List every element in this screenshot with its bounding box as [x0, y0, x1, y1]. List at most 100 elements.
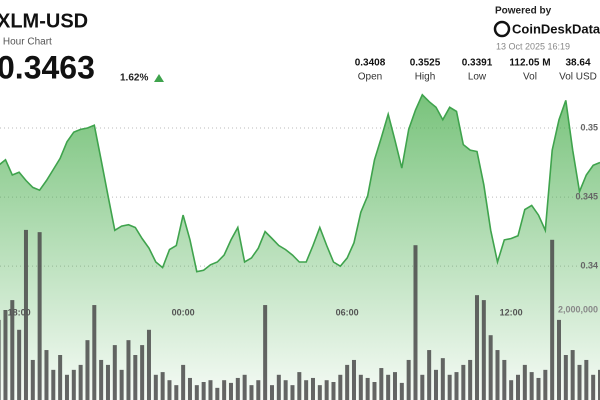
volume-bar [174, 385, 179, 400]
plot: 0.34 0.345 0.35 2,000,000 18:00 00:00 06:00 12:… [0, 93, 600, 400]
volume-bar [502, 359, 507, 400]
volume-bar [372, 382, 377, 400]
volume-bar [290, 385, 295, 400]
price-line [0, 93, 600, 273]
volume-bar [392, 372, 397, 400]
volume-bar [181, 364, 186, 400]
volume-bar [598, 369, 600, 400]
y2-tick-label: 2,000,000 [558, 304, 598, 314]
volume-bar [235, 377, 240, 400]
volume-bar [194, 385, 199, 400]
x-tick-label: 00:00 [172, 307, 195, 317]
volume-bar [119, 369, 124, 400]
volume-bar [495, 350, 500, 400]
volume-bar [153, 374, 158, 400]
volume-bar [577, 364, 582, 400]
volume-bar [406, 359, 411, 400]
volume-bar [276, 374, 281, 400]
stat-value: 38.64 [565, 58, 590, 69]
volume-bar [420, 374, 425, 400]
price: 0.3463 [0, 49, 95, 85]
price-area [0, 94, 600, 400]
y-tick-label: 0.35 [580, 122, 598, 132]
stat-label: Vol [523, 72, 537, 83]
volume-bar [591, 374, 596, 400]
volume-bar [461, 364, 466, 400]
volume-bar [522, 364, 527, 400]
x-tick-label: 12:00 [500, 307, 523, 317]
stat-value: 0.3525 [410, 58, 441, 69]
volume-bar [10, 300, 15, 400]
volume-bar [386, 374, 391, 400]
change: 1.62% [120, 73, 148, 84]
volume-bar [58, 355, 63, 400]
x-tick-label: 06:00 [336, 307, 359, 317]
volume-bar [331, 382, 336, 400]
volume-bar [256, 380, 261, 400]
volume-bar [509, 380, 514, 400]
volume-bar [44, 350, 49, 400]
volume-bar [365, 377, 370, 400]
stats: 0.3408 Open 0.3525 High 0.3391 Low 112.05 M Vol… [355, 58, 597, 83]
up-arrow [154, 74, 164, 82]
y-tick-label: 0.34 [580, 261, 598, 271]
volume-bar [269, 385, 274, 400]
stat-label: Vol USD [559, 72, 597, 83]
volume-bar [297, 372, 302, 400]
volume-bar [30, 359, 35, 400]
volume-bar [454, 372, 459, 400]
stat-value: 0.3391 [462, 58, 493, 69]
volume-bar [222, 380, 227, 400]
volume-bar [187, 377, 192, 400]
subtitle: 24 Hour Chart [0, 37, 52, 48]
symbol: XLM-USD [0, 10, 88, 32]
stat-label: High [415, 72, 436, 83]
volume-bar [543, 369, 548, 400]
volume-bar [51, 369, 56, 400]
date: 13 Oct 2025 16:19 [496, 41, 570, 51]
brand: CoinDeskData [512, 21, 600, 36]
volume-bar [515, 374, 520, 400]
volume-bar [37, 232, 42, 400]
volume-bar [304, 380, 309, 400]
y-tick-label: 0.345 [575, 191, 598, 201]
volume-bar [317, 385, 322, 400]
volume-bar [133, 355, 138, 400]
volume-bar [146, 329, 151, 400]
volume-bar [112, 345, 117, 400]
volume-bar [474, 295, 479, 400]
stat-label: Open [358, 72, 382, 83]
volume-bar [242, 374, 247, 400]
volume-bar [126, 340, 131, 400]
volume-bar [249, 385, 254, 400]
volume-bar [427, 350, 432, 400]
x-tick-label: 18:00 [8, 307, 31, 317]
volume-bar [570, 350, 575, 400]
volume-bar [324, 380, 329, 400]
volume-bar [0, 319, 1, 400]
volume-bar [105, 364, 110, 400]
volume-bar [71, 369, 76, 400]
volume-bar [358, 374, 363, 400]
volume-bar [584, 359, 589, 400]
volume-bar [468, 359, 473, 400]
volume-bar [99, 359, 104, 400]
volume-bar [201, 382, 206, 400]
volume-bar [345, 364, 350, 400]
volume-bar [440, 358, 445, 400]
volume-bar [447, 374, 452, 400]
volume-bar [160, 372, 165, 400]
volume-bar [3, 310, 8, 400]
volume-bar [92, 305, 97, 400]
volume-bar [17, 329, 22, 400]
volume-bar [78, 364, 83, 400]
volume-bar [283, 380, 288, 400]
volume-bar [64, 374, 69, 400]
volume-bar [556, 319, 561, 400]
logo [493, 20, 511, 38]
volume-bar [379, 368, 384, 400]
volume-bar [215, 387, 220, 400]
volume-bar [481, 300, 486, 400]
volume-bar [399, 382, 404, 400]
volume-bar [140, 345, 145, 400]
